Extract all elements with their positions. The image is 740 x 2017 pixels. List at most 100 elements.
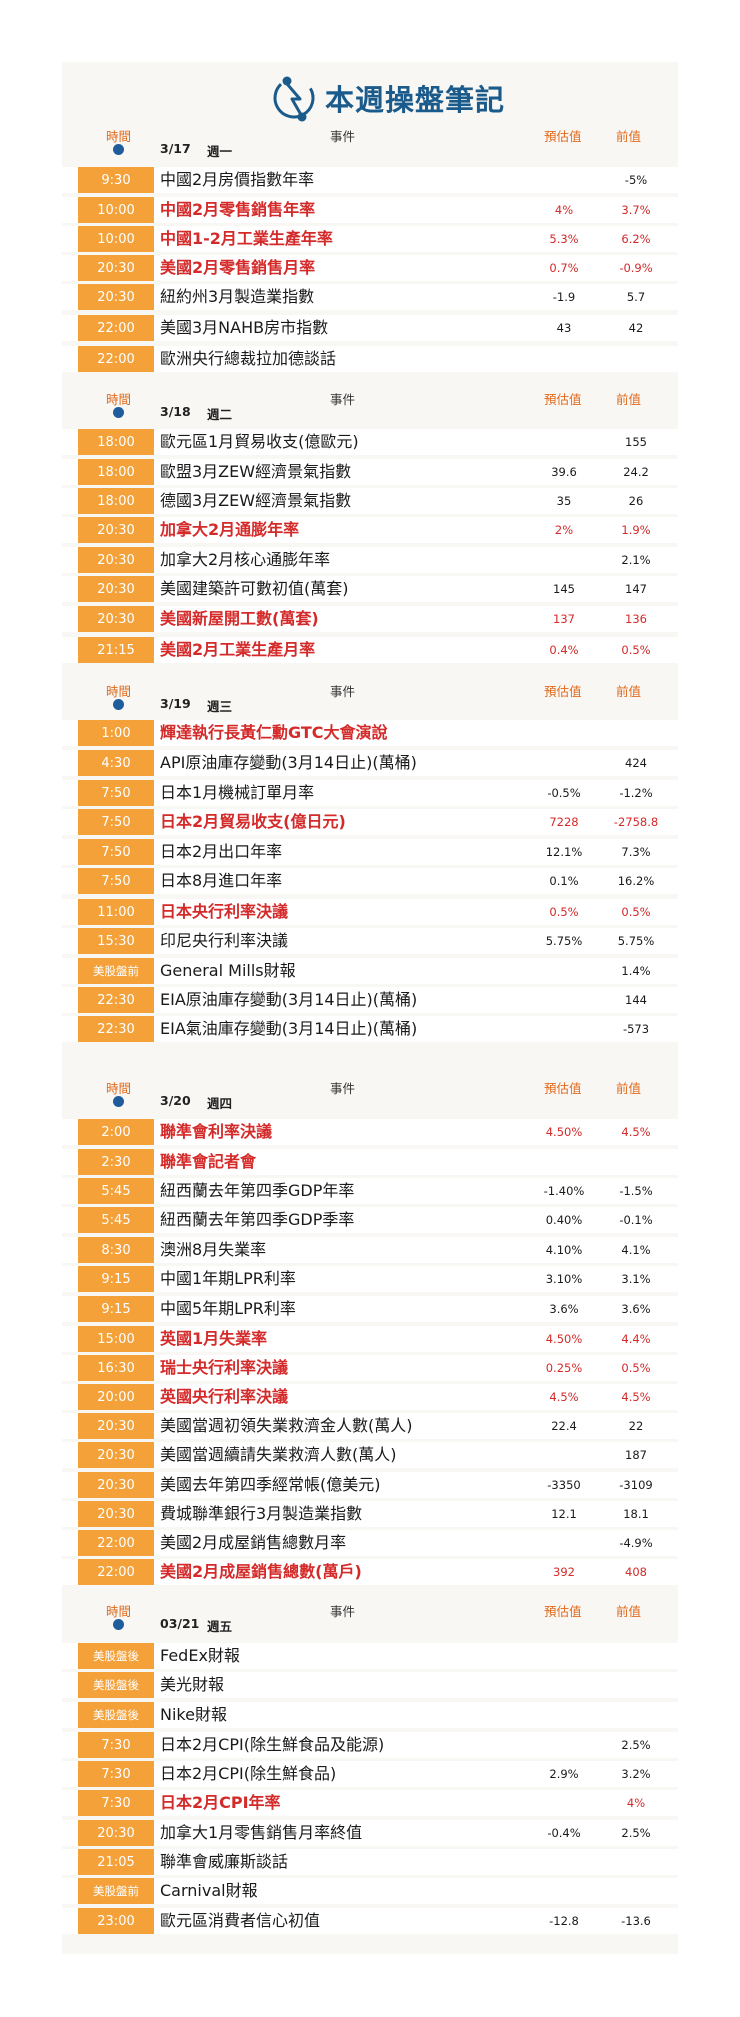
table-row: 22:00 美國2月成屋銷售總數月率 -4.9% (62, 1530, 678, 1556)
event-name: Nike財報 (160, 1705, 227, 1724)
previous-value: 3.6% (621, 1302, 651, 1316)
forecast-value (534, 1672, 594, 1698)
day-weekday: 週三 (207, 699, 233, 714)
previous-value (606, 1672, 666, 1698)
forecast-value: 4.50% (545, 1125, 583, 1139)
table-row: 美股盤前 Carnival財報 (62, 1878, 678, 1904)
previous-value: 5.7 (626, 290, 646, 304)
forecast-value: -0.4% (547, 1826, 581, 1840)
forecast-value: 137 (553, 612, 575, 626)
previous-value: 18.1 (623, 1507, 649, 1521)
previous-value: 424 (625, 756, 647, 770)
forecast-value: 0.4% (549, 643, 579, 657)
event-name: 歐元區1月貿易收支(億歐元) (160, 432, 359, 451)
previous-value (606, 1149, 666, 1175)
event-name: 美國新屋開工數(萬套) (160, 609, 319, 628)
column-header-event: 事件 (330, 684, 356, 699)
previous-value: -0.1% (619, 1213, 653, 1227)
table-row: 22:00 美國2月成屋銷售總數(萬戶) 392 408 (62, 1559, 678, 1585)
column-header-forecast: 預估值 (544, 392, 582, 407)
forecast-value: 5.3% (549, 232, 579, 246)
forecast-value: 3.6% (549, 1302, 579, 1316)
time-badge: 7:30 (78, 1790, 154, 1816)
time-badge: 美股盤後 (78, 1672, 154, 1698)
table-row: 20:30 費城聯準銀行3月製造業指數 12.1 18.1 (62, 1501, 678, 1527)
table-row: 20:30 美國新屋開工數(萬套) 137 136 (62, 606, 678, 632)
event-name: 紐西蘭去年第四季GDP年率 (160, 1181, 355, 1200)
event-name: 印尼央行利率決議 (160, 931, 289, 950)
previous-value: 1.9% (621, 523, 651, 537)
bullet-dot-icon (113, 1096, 124, 1107)
previous-value: 4.5% (621, 1125, 651, 1139)
forecast-value: 5.75% (545, 934, 583, 948)
previous-value (606, 1702, 666, 1728)
day-header: 時間 事件 預估值 前值 3/20 週四 (62, 1076, 678, 1111)
event-name: API原油庫存變動(3月14日止)(萬桶) (160, 753, 417, 772)
event-name: 紐西蘭去年第四季GDP季率 (160, 1210, 355, 1229)
column-header-previous: 前值 (616, 1081, 642, 1096)
forecast-value: 0.40% (545, 1213, 583, 1227)
day-weekday: 週二 (207, 407, 233, 422)
time-badge: 20:30 (78, 1472, 154, 1498)
day-weekday: 週四 (207, 1096, 233, 1111)
bullet-dot-icon (113, 144, 124, 155)
table-row: 7:50 日本2月貿易收支(億日元) 7228 -2758.8 (62, 809, 678, 835)
time-badge: 16:30 (78, 1355, 154, 1381)
previous-value: 42 (628, 321, 644, 335)
event-name: General Mills財報 (160, 961, 296, 980)
table-row: 5:45 紐西蘭去年第四季GDP年率 -1.40% -1.5% (62, 1178, 678, 1204)
column-header-previous: 前值 (616, 1604, 642, 1619)
table-row: 9:30 中國2月房價指數年率 -5% (62, 167, 678, 193)
forecast-value (534, 1878, 594, 1904)
time-badge: 10:00 (78, 197, 154, 223)
time-badge: 美股盤後 (78, 1702, 154, 1728)
table-row: 美股盤後 FedEx財報 (62, 1643, 678, 1669)
day-date: 3/18 (160, 404, 191, 419)
time-badge: 9:30 (78, 167, 154, 193)
time-badge: 美股盤前 (78, 1878, 154, 1904)
event-name: 日本2月貿易收支(億日元) (160, 812, 346, 831)
event-name: 美國3月NAHB房市指數 (160, 318, 329, 337)
event-name: 費城聯準銀行3月製造業指數 (160, 1504, 363, 1523)
event-name: 瑞士央行利率決議 (160, 1358, 289, 1377)
forecast-value: 0.7% (549, 261, 579, 275)
day-weekday: 週一 (207, 144, 233, 159)
forecast-value: 35 (556, 494, 572, 508)
previous-value: -573 (622, 1022, 650, 1036)
previous-value (606, 1878, 666, 1904)
time-badge: 22:00 (78, 315, 154, 341)
column-header-forecast: 預估值 (544, 129, 582, 144)
time-badge: 20:30 (78, 547, 154, 573)
previous-value: 5.75% (617, 934, 655, 948)
table-row: 20:30 加拿大1月零售銷售月率終值 -0.4% 2.5% (62, 1820, 678, 1846)
event-name: 美國2月成屋銷售總數月率 (160, 1533, 347, 1552)
forecast-value (534, 1149, 594, 1175)
event-name: 美國當週初領失業救濟金人數(萬人) (160, 1416, 413, 1435)
event-name: 澳洲8月失業率 (160, 1240, 267, 1259)
time-badge: 22:00 (78, 346, 154, 372)
event-name: FedEx財報 (160, 1646, 240, 1665)
forecast-value: 4.50% (545, 1332, 583, 1346)
table-row: 23:00 歐元區消費者信心初值 -12.8 -13.6 (62, 1908, 678, 1934)
previous-value: 408 (625, 1565, 647, 1579)
table-row: 15:30 印尼央行利率決議 5.75% 5.75% (62, 928, 678, 954)
event-name: 美光財報 (160, 1675, 225, 1694)
previous-value: 7.3% (621, 845, 651, 859)
event-name: 聯準會記者會 (160, 1152, 257, 1171)
time-badge: 8:30 (78, 1237, 154, 1263)
time-badge: 7:50 (78, 809, 154, 835)
time-badge: 20:00 (78, 1384, 154, 1410)
forecast-value: 145 (553, 582, 575, 596)
column-header-event: 事件 (330, 392, 356, 407)
day-date: 3/17 (160, 141, 191, 156)
column-header-forecast: 預估值 (544, 1604, 582, 1619)
time-badge: 22:30 (78, 987, 154, 1013)
table-row: 4:30 API原油庫存變動(3月14日止)(萬桶) 424 (62, 750, 678, 776)
event-name: 日本2月出口年率 (160, 842, 283, 861)
event-name: 加拿大2月通膨年率 (160, 520, 300, 539)
previous-value: 2.1% (621, 553, 651, 567)
forecast-value (534, 1790, 594, 1816)
time-badge: 22:00 (78, 1559, 154, 1585)
time-badge: 2:30 (78, 1149, 154, 1175)
previous-value: 136 (625, 612, 647, 626)
